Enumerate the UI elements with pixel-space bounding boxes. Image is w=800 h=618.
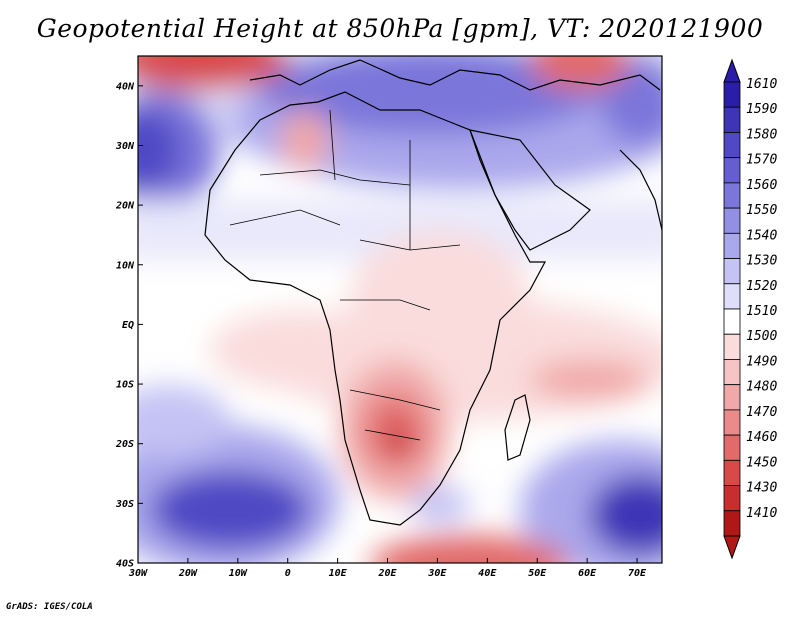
colorbar-label: 1480 — [746, 380, 777, 395]
colorbar-swatch — [723, 485, 741, 512]
colorbar-swatch — [723, 207, 741, 234]
lat-tick-label: 10N — [116, 260, 135, 271]
lat-tick-label: 20S — [115, 439, 134, 450]
coastlines — [204, 59, 662, 526]
colorbar-label: 1550 — [746, 203, 777, 218]
colorbar-label: 1540 — [746, 228, 777, 243]
latitude-axis: 40S 30S 20S 10S EQ 10N 20N 30N 40N — [115, 81, 143, 570]
colorbar-swatch — [723, 132, 741, 159]
arabia-coastline — [469, 129, 591, 251]
africa-coastline — [204, 91, 547, 526]
lat-tick-label: 30N — [115, 141, 135, 152]
lon-tick-label: 10W — [229, 568, 248, 579]
plot-frame — [137, 55, 663, 564]
lon-tick-label: 30W — [128, 568, 148, 579]
lat-tick-label: 10S — [116, 380, 134, 391]
lon-tick-label: 20E — [377, 568, 397, 579]
colorbar-label: 1460 — [746, 430, 777, 445]
colorbar-swatch — [723, 157, 741, 184]
colorbar-swatch — [723, 459, 741, 486]
colorbar-label: 1500 — [746, 329, 777, 344]
colorbar-label: 1510 — [746, 304, 777, 319]
colorbar-label: 1430 — [746, 481, 777, 496]
longitude-axis: 30W 20W 10W 0 10E 20E 30E 40E 50E 60E 70E — [128, 558, 647, 579]
lon-tick-label: 60E — [578, 568, 597, 579]
lon-tick-label: 30E — [427, 568, 447, 579]
colorbar-swatch — [723, 283, 741, 310]
colorbar-label: 1410 — [746, 506, 777, 521]
colorbar-swatch — [723, 510, 741, 537]
height-field — [138, 56, 662, 563]
lat-tick-label: EQ — [122, 320, 134, 331]
colorbar-bottom-arrow — [723, 535, 741, 560]
colorbar-label: 1490 — [746, 354, 777, 369]
lat-tick-label: 40S — [116, 559, 134, 570]
colorbar-swatch — [723, 308, 741, 335]
map-title: Geopotential Height at 850hPa [gpm], VT:… — [36, 14, 764, 43]
lat-tick-label: 40N — [116, 81, 135, 92]
colorbar-swatch — [723, 232, 741, 259]
lon-tick-label: 0 — [285, 568, 291, 579]
colorbar-swatch — [723, 106, 741, 133]
europe-coastline — [249, 59, 661, 91]
lon-tick-label: 10E — [329, 568, 348, 579]
colorbar-label: 1470 — [746, 405, 777, 420]
colorbar-swatch — [723, 333, 741, 360]
country-borders — [229, 109, 461, 441]
lon-tick-label: 50E — [528, 568, 547, 579]
lon-tick-label: 40E — [478, 568, 497, 579]
colorbar-label: 1570 — [746, 153, 777, 168]
colorbar-swatch — [723, 384, 741, 411]
colorbar-label: 1610 — [746, 77, 777, 92]
colorbar-swatch — [723, 409, 741, 436]
colorbar-label: 1590 — [746, 102, 777, 117]
madagascar-coastline — [504, 394, 531, 461]
colorbar: 1610 1590 1580 1570 1560 1550 1540 1530 1520 1510… — [723, 58, 777, 560]
india-coastline — [619, 149, 662, 231]
colorbar-swatch — [723, 182, 741, 209]
colorbar-label: 1560 — [746, 178, 777, 193]
colorbar-label: 1580 — [746, 127, 777, 142]
colorbar-label: 1520 — [746, 279, 777, 294]
lat-tick-label: 30S — [115, 499, 134, 510]
colorbar-swatch — [723, 434, 741, 461]
lon-tick-label: 70E — [628, 568, 647, 579]
colorbar-swatch — [723, 258, 741, 285]
lat-tick-label: 20N — [115, 201, 135, 212]
colorbar-label: 1450 — [746, 455, 777, 470]
colorbar-swatch — [723, 81, 741, 108]
colorbar-label: 1530 — [746, 254, 777, 269]
colorbar-top-arrow — [723, 58, 741, 83]
lon-tick-label: 20W — [178, 568, 198, 579]
colorbar-swatch — [723, 359, 741, 386]
footer-credit: GrADS: IGES/COLA — [6, 602, 93, 612]
